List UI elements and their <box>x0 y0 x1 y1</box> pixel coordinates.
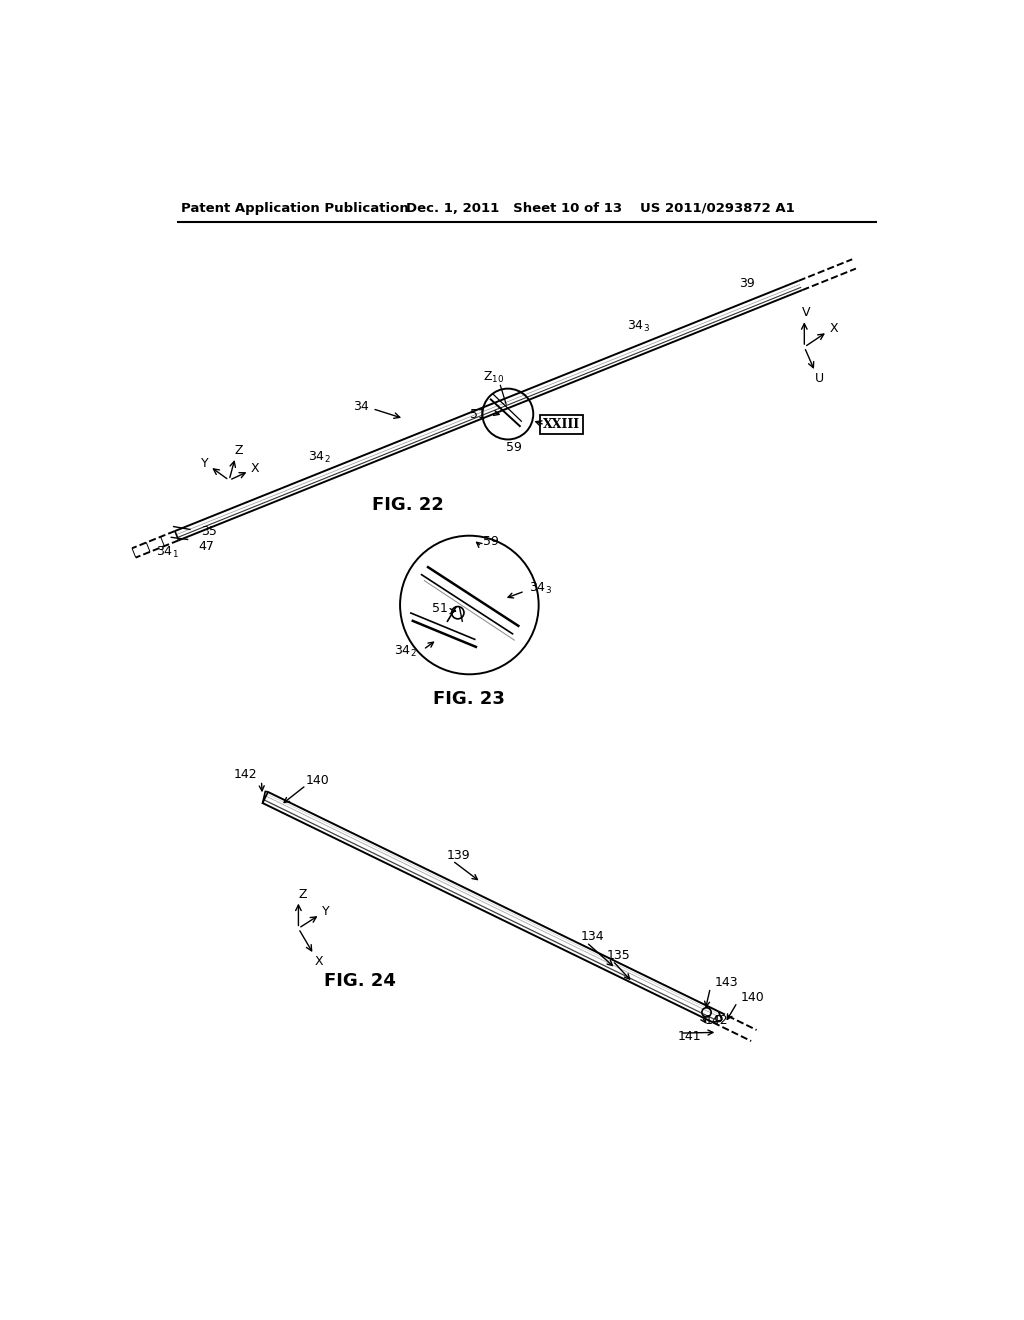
Text: 51: 51 <box>432 602 447 615</box>
Text: X: X <box>251 462 260 475</box>
Text: 34: 34 <box>353 400 370 413</box>
Text: 141: 141 <box>677 1030 700 1043</box>
Text: Y: Y <box>323 906 330 917</box>
Text: 34$_3$: 34$_3$ <box>529 581 552 595</box>
Text: Dec. 1, 2011   Sheet 10 of 13: Dec. 1, 2011 Sheet 10 of 13 <box>407 202 623 215</box>
Text: 134: 134 <box>581 929 604 942</box>
Text: 142: 142 <box>705 1014 728 1027</box>
Text: FIG. 23: FIG. 23 <box>433 690 505 708</box>
Text: 34$_2$: 34$_2$ <box>307 450 331 465</box>
Text: 51: 51 <box>470 408 486 421</box>
Text: FIG. 24: FIG. 24 <box>324 972 396 990</box>
Text: 142: 142 <box>234 768 258 781</box>
Text: XXIII: XXIII <box>543 418 581 432</box>
Text: U: U <box>815 372 824 385</box>
Text: Z: Z <box>299 888 307 902</box>
Text: Patent Application Publication: Patent Application Publication <box>180 202 409 215</box>
Text: V: V <box>802 306 810 319</box>
Text: X: X <box>315 954 324 968</box>
Text: FIG. 22: FIG. 22 <box>372 496 443 513</box>
Text: 143: 143 <box>714 975 738 989</box>
Text: 34$_3$: 34$_3$ <box>628 318 650 334</box>
Text: Z$_{10}$: Z$_{10}$ <box>483 370 505 384</box>
Text: X: X <box>829 322 838 335</box>
Text: Y: Y <box>201 457 208 470</box>
Text: 59: 59 <box>506 441 522 454</box>
Text: 140: 140 <box>306 774 330 787</box>
Text: 35: 35 <box>202 524 217 537</box>
Text: 135: 135 <box>606 949 630 962</box>
Text: 39: 39 <box>738 277 755 289</box>
Text: 34$_2$: 34$_2$ <box>394 644 417 659</box>
Text: 139: 139 <box>446 849 470 862</box>
Text: 47: 47 <box>199 540 214 553</box>
Text: US 2011/0293872 A1: US 2011/0293872 A1 <box>640 202 795 215</box>
Text: 59: 59 <box>483 536 499 548</box>
Text: Z: Z <box>234 445 243 458</box>
Text: 140: 140 <box>741 991 765 1005</box>
Text: 34$_1$: 34$_1$ <box>156 545 179 560</box>
